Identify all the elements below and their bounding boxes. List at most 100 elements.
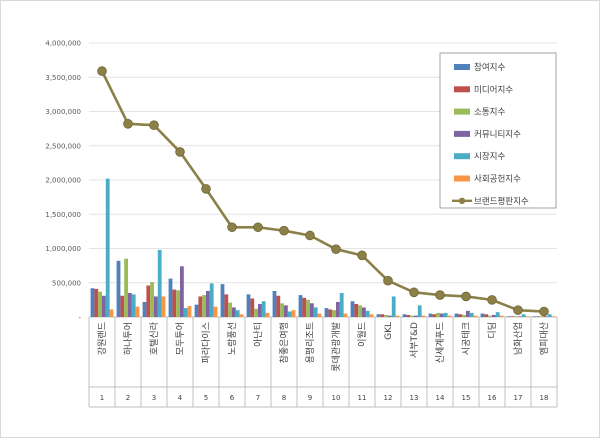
line-point bbox=[175, 147, 185, 157]
legend-label: 브랜드평판지수 bbox=[474, 196, 529, 207]
bar bbox=[532, 316, 537, 317]
bar bbox=[432, 314, 437, 317]
bar bbox=[302, 297, 307, 317]
bar-series bbox=[90, 178, 556, 317]
bar bbox=[135, 306, 140, 317]
bar bbox=[276, 295, 281, 317]
bar bbox=[454, 313, 459, 317]
bar bbox=[417, 305, 422, 317]
y-tick-label: 4,000,000 bbox=[45, 40, 81, 48]
bar bbox=[547, 314, 552, 317]
row-number-label: 7 bbox=[256, 394, 260, 402]
bar bbox=[402, 314, 407, 317]
x-category-label: 파라다이스 bbox=[201, 322, 212, 363]
y-tick-label: 500,000 bbox=[52, 279, 81, 287]
y-tick-label: - bbox=[78, 314, 81, 322]
bar bbox=[109, 309, 114, 317]
row-number-label: 6 bbox=[230, 394, 235, 402]
x-category-label: 아난티 bbox=[253, 322, 264, 347]
bar bbox=[206, 290, 210, 317]
bar bbox=[298, 295, 303, 317]
line-point bbox=[461, 291, 471, 302]
bar bbox=[128, 293, 132, 317]
x-axis: 강원랜드 1 하나투어 2 호텔신라 3 모두투어 4 파라다이스 5 노랑풍선 6 아난티 7 참좋은여행… bbox=[88, 317, 558, 408]
bar bbox=[176, 290, 180, 317]
row-number-label: 8 bbox=[282, 394, 286, 402]
bar bbox=[536, 316, 541, 317]
bar bbox=[161, 296, 166, 317]
bar bbox=[142, 301, 147, 317]
row-number-label: 5 bbox=[204, 394, 208, 402]
y-tick-label: 2,500,000 bbox=[45, 142, 81, 150]
bar bbox=[328, 309, 333, 317]
x-category-label: 이월드 bbox=[356, 322, 368, 347]
bar bbox=[187, 306, 192, 317]
bar bbox=[332, 310, 336, 317]
bar bbox=[246, 294, 251, 317]
bar bbox=[540, 316, 544, 317]
bar bbox=[473, 315, 478, 317]
row-number-label: 10 bbox=[332, 394, 341, 402]
bar bbox=[499, 315, 504, 317]
gridlines bbox=[89, 42, 557, 318]
line-point bbox=[227, 222, 237, 233]
legend-label: 참여지수 bbox=[474, 62, 505, 73]
row-number-label: 1 bbox=[100, 394, 104, 402]
bar bbox=[105, 178, 110, 317]
bar bbox=[228, 302, 232, 317]
row-number-label: 9 bbox=[308, 394, 312, 402]
bar bbox=[343, 313, 348, 317]
bar bbox=[102, 295, 106, 317]
bar bbox=[157, 249, 162, 317]
bar bbox=[250, 298, 255, 317]
line-point bbox=[331, 244, 341, 254]
line-series bbox=[97, 66, 549, 317]
x-category-label: 남화산업 bbox=[513, 322, 524, 355]
x-category-label: 참좋은여행 bbox=[278, 322, 290, 363]
bar bbox=[443, 312, 448, 317]
bar bbox=[120, 295, 125, 317]
legend-swatch bbox=[454, 86, 470, 93]
bar bbox=[90, 288, 95, 317]
bar bbox=[94, 288, 99, 317]
bar bbox=[365, 310, 370, 317]
line-point bbox=[97, 66, 107, 76]
bar bbox=[521, 314, 526, 317]
x-category-label: 엠피대산 bbox=[538, 322, 550, 355]
row-number-label: 2 bbox=[126, 394, 130, 402]
y-tick-label: 3,000,000 bbox=[45, 108, 81, 116]
bar bbox=[395, 315, 400, 317]
bar bbox=[168, 278, 173, 317]
row-number-label: 12 bbox=[384, 394, 393, 402]
bar bbox=[495, 312, 500, 317]
bar bbox=[354, 303, 359, 317]
row-number-label: 11 bbox=[358, 394, 367, 402]
x-category-label: 용평리조트 bbox=[305, 322, 316, 363]
y-axis: - 500,000 1,000,000 1,500,000 2,000,000 2,500… bbox=[45, 40, 81, 322]
bar bbox=[510, 316, 515, 317]
bar bbox=[116, 260, 121, 317]
legend-swatch bbox=[454, 64, 470, 70]
y-tick-label: 3,500,000 bbox=[45, 74, 81, 82]
bar bbox=[194, 304, 199, 317]
bar bbox=[180, 266, 184, 317]
bar bbox=[551, 316, 556, 317]
bar bbox=[213, 306, 218, 317]
line-point bbox=[279, 225, 289, 236]
legend-swatch bbox=[454, 108, 470, 115]
bar bbox=[414, 315, 418, 317]
line-point bbox=[201, 184, 211, 194]
row-number-label: 4 bbox=[178, 394, 183, 402]
bar bbox=[202, 295, 206, 317]
bar bbox=[258, 303, 262, 317]
bar bbox=[254, 308, 258, 317]
bar bbox=[235, 310, 240, 317]
bar bbox=[146, 285, 151, 317]
bar bbox=[131, 294, 136, 317]
bar bbox=[280, 303, 284, 317]
bar bbox=[336, 301, 340, 317]
bar bbox=[98, 291, 102, 317]
bar bbox=[224, 294, 229, 317]
